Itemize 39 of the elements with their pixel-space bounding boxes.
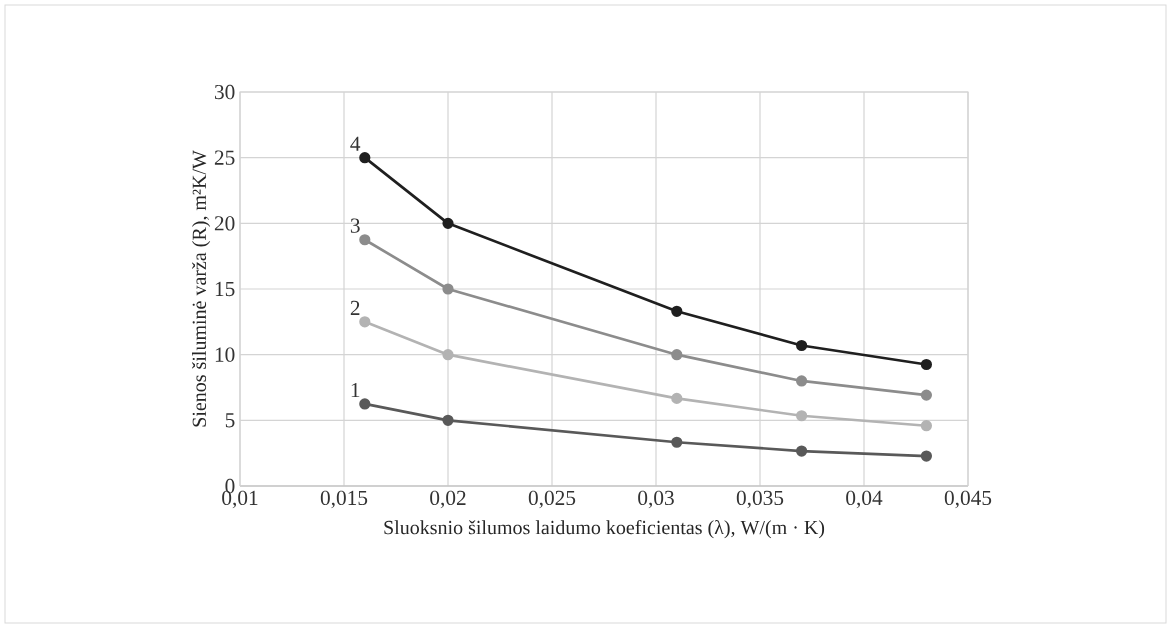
point bbox=[796, 339, 808, 352]
point bbox=[920, 358, 933, 371]
y-tick-label: 25 bbox=[214, 150, 235, 165]
x-axis-title: Sluoksnio šilumos laidumo koeficientas (λ), W/(m · K) bbox=[384, 520, 825, 539]
x-tick-label: 0,035 bbox=[736, 490, 784, 509]
series-label: 3 bbox=[350, 218, 360, 233]
point bbox=[442, 283, 454, 295]
x-tick-label: 0,03 bbox=[638, 490, 674, 509]
x-tick-label: 0,02 bbox=[430, 490, 466, 509]
point bbox=[442, 349, 454, 361]
point bbox=[671, 305, 683, 317]
point bbox=[920, 450, 933, 462]
point bbox=[359, 152, 371, 164]
point bbox=[671, 436, 683, 448]
series-label: 4 bbox=[350, 136, 361, 151]
point bbox=[442, 217, 454, 229]
point bbox=[796, 375, 808, 387]
point bbox=[671, 349, 683, 361]
series-label: 1 bbox=[351, 382, 360, 397]
point bbox=[796, 410, 808, 422]
point bbox=[359, 316, 371, 328]
point bbox=[359, 234, 371, 246]
y-tick-label: 15 bbox=[215, 281, 235, 297]
y-tick-label: 10 bbox=[215, 347, 235, 362]
x-tick-label: 0,045 bbox=[944, 490, 992, 509]
point bbox=[796, 445, 808, 457]
series-label: 2 bbox=[350, 300, 360, 315]
y-tick-label: 30 bbox=[214, 84, 235, 100]
x-tick-label: 0,025 bbox=[528, 490, 576, 509]
y-axis-title: Sienos šiluminė varža (R), m²K/W bbox=[191, 150, 211, 427]
point bbox=[920, 420, 933, 432]
point bbox=[671, 392, 683, 405]
y-tick-label: 20 bbox=[214, 216, 235, 231]
point bbox=[920, 389, 933, 401]
x-tick-label: 0,015 bbox=[320, 490, 368, 509]
point bbox=[359, 398, 371, 410]
point bbox=[442, 414, 454, 426]
x-tick-label: 0,04 bbox=[846, 490, 883, 509]
y-tick-label: 5 bbox=[225, 413, 235, 428]
